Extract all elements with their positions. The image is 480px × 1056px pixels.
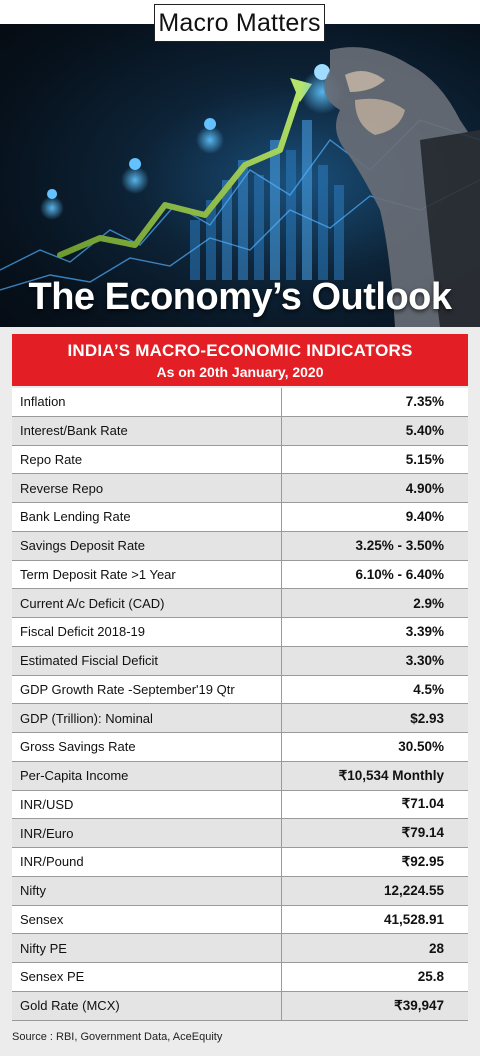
- indicator-label: Interest/Bank Rate: [12, 416, 282, 445]
- indicator-value: 7.35%: [405, 394, 444, 410]
- table-row: GDP (Trillion): Nominal $2.93: [12, 704, 468, 733]
- table-row: Current A/c Deficit (CAD) 2.9%: [12, 589, 468, 618]
- indicator-value: 9.40%: [405, 509, 444, 525]
- table-row: Reverse Repo 4.90%: [12, 474, 468, 503]
- bar-graph-icon: [190, 120, 344, 280]
- table-row: Interest/Bank Rate 5.40%: [12, 416, 468, 446]
- indicator-value: 28: [428, 940, 444, 956]
- indicator-value: ₹10,534 Monthly: [338, 767, 444, 783]
- indicator-label: Savings Deposit Rate: [12, 531, 282, 560]
- indicator-value: 6.10% - 6.40%: [355, 566, 444, 582]
- hero-illustration: [0, 47, 480, 327]
- indicator-label: Sensex PE: [12, 963, 282, 991]
- hand-icon: [324, 47, 480, 327]
- indicator-label: Reverse Repo: [12, 474, 282, 502]
- indicator-label: GDP (Trillion): Nominal: [12, 704, 282, 732]
- indicator-value: $2.93: [410, 710, 444, 726]
- table-row: Inflation 7.35%: [12, 388, 468, 417]
- indicator-label: Current A/c Deficit (CAD): [12, 589, 282, 617]
- table-row: INR/Euro ₹79.14: [12, 819, 468, 848]
- indicator-label: Repo Rate: [12, 445, 282, 474]
- table-row: Term Deposit Rate >1 Year 6.10% - 6.40%: [12, 560, 468, 590]
- indicator-label: INR/USD: [12, 790, 282, 819]
- indicator-value: ₹92.95: [401, 853, 444, 869]
- indicator-value: 12,224.55: [383, 883, 444, 899]
- indicator-label: Sensex: [12, 905, 282, 934]
- indicator-value: ₹71.04: [401, 796, 444, 812]
- table-row: Nifty 12,224.55: [12, 876, 468, 906]
- indicator-value: 41,528.91: [383, 911, 444, 927]
- table-row: Per-Capita Income ₹10,534 Monthly: [12, 761, 468, 791]
- indicator-label: Gross Savings Rate: [12, 733, 282, 761]
- growth-arrow-icon: [57, 87, 303, 258]
- indicator-label: Estimated Fiscial Deficit: [12, 646, 282, 675]
- indicator-value: 4.5%: [413, 681, 444, 697]
- indicator-value: ₹39,947: [394, 997, 444, 1013]
- indicator-value: 25.8: [417, 969, 444, 985]
- indicator-value: 3.30%: [405, 653, 444, 669]
- indicator-value: 3.39%: [405, 624, 444, 640]
- table-row: INR/USD ₹71.04: [12, 790, 468, 820]
- table-subtitle: As on 20th January, 2020: [156, 364, 324, 380]
- indicator-label: Inflation: [12, 388, 282, 416]
- source-note: Source : RBI, Government Data, AceEquity: [12, 1031, 223, 1043]
- table-row: Estimated Fiscial Deficit 3.30%: [12, 646, 468, 676]
- indicator-label: GDP Growth Rate -September'19 Qtr: [12, 675, 282, 704]
- indicator-label: Gold Rate (MCX): [12, 991, 282, 1020]
- table-row: Gold Rate (MCX) ₹39,947: [12, 991, 468, 1021]
- section-badge: Macro Matters: [154, 4, 325, 42]
- hero-banner: Macro Matters The Economy’s Outlook: [0, 0, 480, 327]
- indicator-label: Term Deposit Rate >1 Year: [12, 560, 282, 589]
- table-title: INDIA’S MACRO-ECONOMIC INDICATORS: [67, 341, 413, 360]
- table-row: INR/Pound ₹92.95: [12, 848, 468, 877]
- table-row: Nifty PE 28: [12, 934, 468, 963]
- indicator-value: 5.40%: [405, 423, 444, 439]
- indicator-label: INR/Euro: [12, 819, 282, 847]
- table-row: Sensex 41,528.91: [12, 905, 468, 935]
- table-row: GDP Growth Rate -September'19 Qtr 4.5%: [12, 675, 468, 705]
- indicator-table: Inflation 7.35% Interest/Bank Rate 5.40% Rep…: [12, 388, 468, 1021]
- indicator-label: Nifty PE: [12, 934, 282, 962]
- page-title: The Economy’s Outlook: [28, 276, 452, 318]
- table-header: INDIA’S MACRO-ECONOMIC INDICATORS As on …: [12, 334, 468, 386]
- indicator-value: 3.25% - 3.50%: [355, 538, 444, 554]
- indicator-value: 30.50%: [398, 739, 444, 755]
- indicator-label: Fiscal Deficit 2018-19: [12, 618, 282, 646]
- table-row: Sensex PE 25.8: [12, 963, 468, 992]
- table-row: Bank Lending Rate 9.40%: [12, 503, 468, 532]
- indicator-label: Nifty: [12, 876, 282, 905]
- table-row: Repo Rate 5.15%: [12, 445, 468, 475]
- indicator-label: INR/Pound: [12, 848, 282, 876]
- indicator-label: Per-Capita Income: [12, 761, 282, 790]
- table-row: Gross Savings Rate 30.50%: [12, 733, 468, 762]
- table-row: Savings Deposit Rate 3.25% - 3.50%: [12, 531, 468, 561]
- indicator-value: 4.90%: [405, 480, 444, 496]
- indicator-value: 2.9%: [413, 595, 444, 611]
- indicator-label: Bank Lending Rate: [12, 503, 282, 531]
- indicator-value: ₹79.14: [401, 825, 444, 841]
- table-row: Fiscal Deficit 2018-19 3.39%: [12, 618, 468, 647]
- indicator-value: 5.15%: [405, 451, 444, 467]
